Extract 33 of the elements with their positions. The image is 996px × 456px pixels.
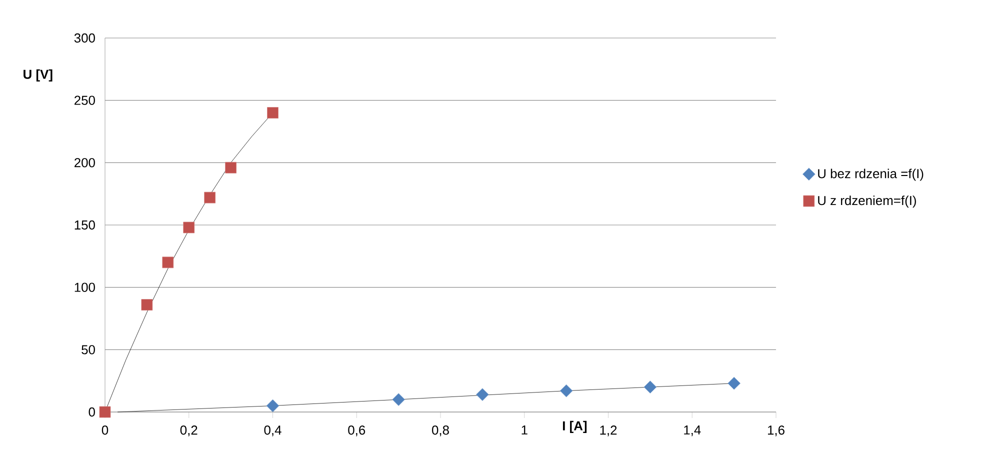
point: [183, 222, 195, 234]
point: [392, 393, 405, 406]
point: [99, 406, 111, 418]
y-axis-title: U [V]: [24, 69, 52, 82]
x-tick-label: 1,6: [768, 426, 784, 436]
x-tick-label: 1,2: [600, 426, 617, 436]
point: [225, 162, 237, 174]
y-tick-label: 250: [74, 96, 95, 105]
y-tick-label: 200: [74, 158, 95, 168]
x-tick-label: 0,8: [432, 426, 449, 436]
x-tick-label: 0,2: [180, 426, 198, 436]
point: [476, 388, 489, 401]
x-tick-label: 0,6: [348, 426, 366, 436]
y-tick-label: 50: [82, 345, 95, 354]
x-tick-label: 0: [102, 426, 108, 435]
y-tick-label: 300: [74, 33, 95, 43]
x-tick-label: 1,4: [684, 426, 701, 436]
x-axis-title: I [A]: [562, 420, 587, 433]
legend-label: U bez rdzenia =f(I): [818, 168, 924, 181]
point: [266, 399, 280, 412]
point: [267, 107, 278, 118]
y-tick-label: 150: [74, 220, 95, 230]
point: [162, 256, 174, 268]
y-tick-label: 100: [74, 282, 95, 292]
point: [204, 192, 216, 204]
point: [141, 299, 153, 310]
y-tick-label: 0: [88, 407, 95, 417]
x-tick-label: 0,4: [264, 426, 282, 436]
point: [644, 380, 657, 394]
point: [728, 376, 740, 390]
x-tick-label: 1: [522, 426, 528, 434]
point: [560, 384, 573, 398]
legend-label: U z rdzeniem=f(I): [818, 196, 916, 208]
